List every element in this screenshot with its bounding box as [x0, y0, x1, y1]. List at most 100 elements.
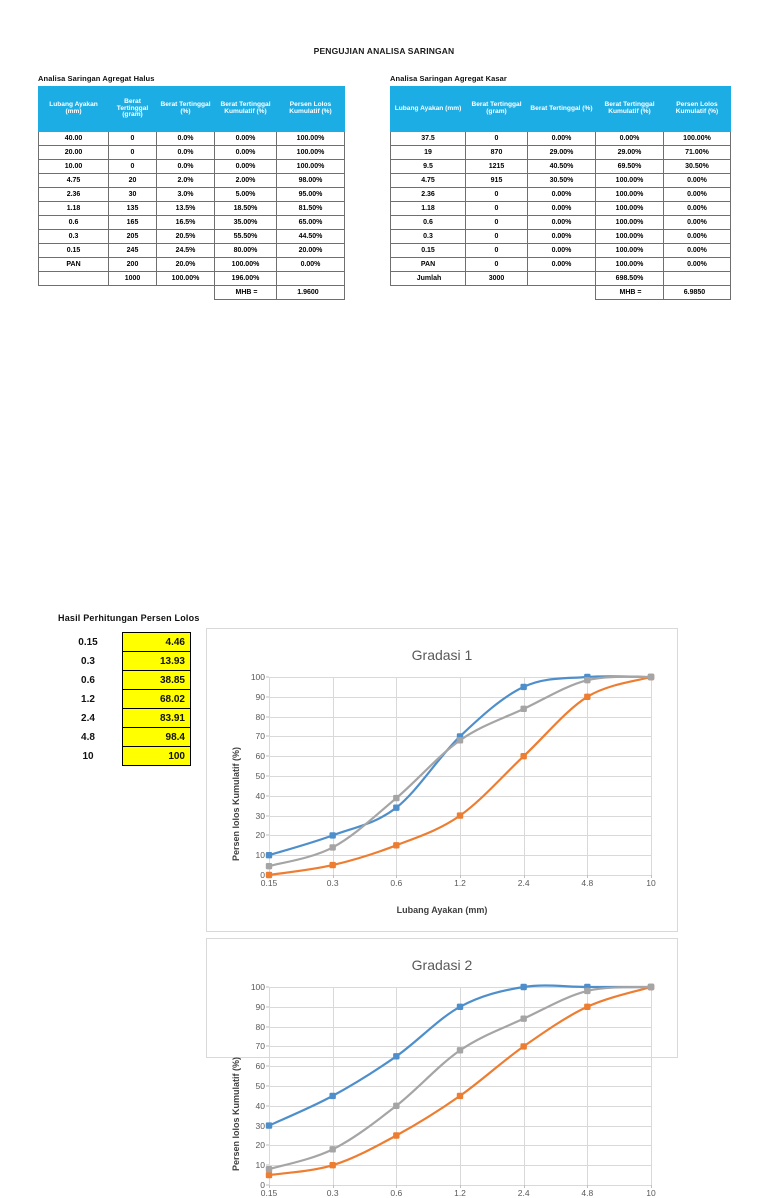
chart-data-point-marker: [393, 794, 400, 802]
cell-cum: 0.00%: [214, 131, 277, 146]
chart-data-point-marker: [456, 1047, 464, 1054]
chart-x-tick-label: 1.2: [454, 878, 466, 888]
hasil-value[interactable]: 38.85: [122, 670, 191, 690]
cell-pass: 0.00%: [663, 173, 731, 188]
cell-sieve: PAN: [390, 257, 466, 272]
chart-y-tick-mark: [266, 716, 269, 718]
cell-spacer: [391, 286, 466, 300]
page-title: PENGUJIAN ANALISA SARINGAN: [313, 46, 455, 56]
cell-total-label: Jumlah: [390, 271, 466, 286]
chart-gridline-vertical: [587, 677, 589, 875]
chart-gridline-vertical: [396, 677, 398, 875]
chart-data-point-marker: [520, 983, 527, 991]
table-row: 0.15 0 0.00% 100.00% 0.00%: [390, 243, 731, 258]
list-item: 2.4 83.91: [62, 708, 191, 728]
chart-y-tick-mark: [266, 735, 269, 737]
cell-sieve: 0.6: [38, 215, 109, 230]
hasil-value[interactable]: 98.4: [122, 727, 191, 747]
table-row: 37.5 0 0.00% 0.00% 100.00%: [390, 131, 731, 146]
col-header-berat-tertinggal-persen: Berat Tertinggal (%): [527, 86, 596, 132]
chart-x-tick-mark: [587, 875, 589, 878]
chart-data-point-marker: [393, 1053, 400, 1060]
chart-y-tick-label: 70: [255, 731, 265, 742]
mhb-value: 6.9850: [663, 285, 731, 300]
hasil-value[interactable]: 13.93: [122, 651, 191, 671]
cell-pct: 20.0%: [156, 257, 215, 272]
chart-x-tick-label: 0.6: [390, 878, 403, 888]
col-header-berat-tertinggal-kumulatif: Berat Tertinggal Kumulatif (%): [595, 86, 664, 132]
cell-pct: 0.0%: [156, 145, 215, 160]
cell-sieve: 4.75: [38, 173, 109, 188]
chart-data-point-marker: [329, 1092, 336, 1100]
chart-data-point-marker: [647, 673, 655, 681]
cell-sieve: 10.00: [38, 159, 109, 174]
cell-pct: 13.5%: [156, 201, 215, 216]
chart-y-tick-label: 60: [255, 751, 265, 762]
table-row: 10.00 0 0.0% 0.00% 100.00%: [38, 159, 345, 174]
cell-sieve: 0.3: [390, 229, 466, 244]
table-row: 0.6 165 16.5% 35.00% 65.00%: [38, 215, 345, 230]
chart-y-tick-label: 50: [255, 771, 265, 781]
chart-data-point-marker: [329, 1162, 336, 1169]
hasil-value[interactable]: 4.46: [122, 632, 191, 652]
chart-x-tick-label: 2.4: [517, 1188, 530, 1198]
cell-pass: 0.00%: [663, 243, 731, 258]
chart-x-tick-label: 10: [646, 1188, 656, 1198]
chart-series-layer: [265, 983, 655, 1179]
cell-total-pass: [663, 271, 731, 286]
chart-x-tick-mark: [396, 1185, 398, 1188]
hasil-value[interactable]: 83.91: [122, 708, 191, 728]
cell-pct: 0.00%: [527, 229, 596, 244]
cell-weight: 0: [465, 257, 528, 272]
chart-data-point-marker: [520, 1043, 527, 1050]
cell-sieve: 19: [390, 145, 466, 160]
cell-cum: 0.00%: [595, 131, 664, 146]
chart-gradasi-1[interactable]: Gradasi 1 Persen lolos Kumulatif (%) Lub…: [206, 628, 678, 932]
table-mhb-row: MHB = 6.9850: [391, 285, 731, 300]
table-kasar: Lubang Ayakan (mm) Berat Tertinggal (gra…: [390, 86, 731, 300]
chart-data-point-marker: [520, 705, 527, 713]
cell-pct: 0.00%: [527, 215, 596, 230]
chart-x-tick-label: 0.15: [260, 878, 278, 888]
list-item: 0.15 4.46: [62, 632, 191, 652]
list-item: 0.3 13.93: [62, 651, 191, 671]
table-row: 2.36 30 3.0% 5.00% 95.00%: [38, 187, 345, 202]
cell-pct: 20.5%: [156, 229, 215, 244]
chart-series-line: [267, 985, 653, 1177]
hasil-value[interactable]: 68.02: [122, 689, 191, 709]
chart-x-tick-label: 0.3: [326, 1188, 339, 1198]
chart-y-tick-label: 90: [255, 1001, 265, 1012]
chart-data-point-marker: [520, 1015, 527, 1022]
chart-series-line: [267, 675, 653, 877]
cell-pass: 98.00%: [276, 173, 345, 188]
chart-data-point-marker: [647, 983, 655, 991]
chart-x-tick-label: 4.8: [581, 1188, 594, 1198]
chart-data-point-marker: [456, 1003, 464, 1010]
chart-x-tick-label: 4.8: [581, 878, 594, 888]
cell-pct: 2.0%: [156, 173, 215, 188]
list-item: 1.2 68.02: [62, 689, 191, 709]
cell-pct: 24.5%: [156, 243, 215, 258]
chart-2-y-axis-label: Persen lolos Kumulatif (%): [231, 1056, 241, 1171]
table-row: 2.36 0 0.00% 100.00% 0.00%: [390, 187, 731, 202]
table-halus: Lubang Ayakan (mm) Berat Tertinggal (gra…: [38, 86, 345, 300]
chart-x-tick-label: 0.15: [260, 1188, 278, 1198]
cell-weight: 0: [465, 187, 528, 202]
col-header-lubang-ayakan: Lubang Ayakan (mm): [38, 86, 109, 132]
chart-x-tick-mark: [396, 875, 398, 878]
cell-weight: 0: [108, 131, 157, 146]
chart-data-point-marker: [520, 753, 527, 760]
cell-cum: 100.00%: [595, 173, 664, 188]
cell-cum: 80.00%: [214, 243, 277, 258]
hasil-value[interactable]: 100: [122, 746, 191, 766]
chart-y-tick-mark: [266, 676, 269, 678]
hasil-key: 0.15: [78, 636, 98, 648]
chart-data-point-marker: [584, 676, 591, 684]
chart-data-point-marker: [329, 832, 336, 839]
cell-cum: 2.00%: [214, 173, 277, 188]
chart-y-tick-label: 50: [255, 1081, 265, 1091]
chart-1-plot-area: 0 10 20 30 40 50 60 70 80 90 100 0.15 0.3 0.6 1.2 2.4 4.…: [251, 672, 656, 888]
chart-gradasi-2[interactable]: Gradasi 2 Persen lolos Kumulatif (%) 0 10…: [206, 938, 678, 1198]
chart-y-tick-mark: [266, 696, 269, 698]
chart-data-point-marker: [584, 1003, 591, 1010]
